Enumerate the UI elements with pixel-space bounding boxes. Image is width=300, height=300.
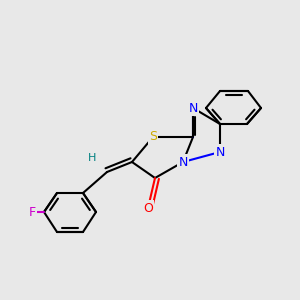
Text: N: N bbox=[215, 146, 225, 158]
Text: O: O bbox=[143, 202, 153, 214]
Text: N: N bbox=[178, 155, 188, 169]
Text: S: S bbox=[149, 130, 157, 143]
Text: F: F bbox=[28, 206, 36, 218]
Text: N: N bbox=[188, 101, 198, 115]
Text: H: H bbox=[88, 153, 96, 163]
